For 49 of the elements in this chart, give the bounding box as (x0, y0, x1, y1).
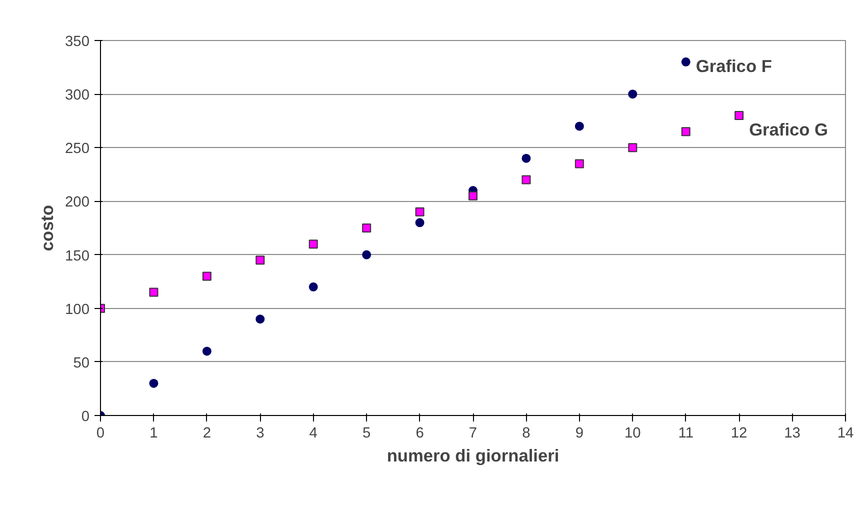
x-tick-label: 4 (309, 426, 318, 442)
point (468, 191, 478, 200)
y-tick-label: 50 (73, 355, 90, 372)
point (202, 272, 212, 281)
x-tick-label: 2 (202, 426, 212, 442)
point (681, 127, 690, 136)
point (574, 159, 584, 168)
y-tick-label: 150 (65, 248, 90, 264)
point (734, 111, 744, 120)
y-tick-label: 200 (65, 194, 90, 211)
point (574, 122, 584, 131)
point (415, 218, 424, 228)
y-tick-label: 300 (65, 88, 90, 104)
point (415, 207, 424, 216)
point (149, 288, 158, 297)
point (308, 282, 318, 292)
x-tick-label: 1 (150, 426, 158, 442)
y-tick-label: 0 (81, 409, 90, 425)
point (256, 256, 265, 265)
x-tick-label: 12 (730, 426, 748, 442)
point (628, 90, 638, 99)
y-tick-label: 350 (65, 34, 90, 50)
point (362, 250, 372, 260)
point (681, 57, 690, 66)
point (522, 154, 531, 163)
point (256, 314, 265, 324)
x-tick-label: 13 (784, 426, 800, 442)
x-tick-label: 5 (362, 426, 371, 442)
x-tick-label: 14 (837, 426, 854, 442)
point (202, 346, 212, 356)
y-tick-label: 250 (65, 141, 90, 158)
point (628, 143, 638, 152)
point (362, 224, 372, 232)
x-tick-label: 7 (468, 426, 478, 442)
y-axis-title: costo (37, 204, 58, 252)
x-axis-title: numero di giornalieri (386, 446, 560, 466)
series-label: Grafico G (749, 120, 828, 140)
x-tick-label: 8 (522, 426, 530, 442)
y-tick-label: 100 (65, 302, 90, 318)
point (522, 175, 531, 184)
x-tick-label: 9 (575, 426, 584, 442)
point (149, 378, 158, 388)
x-tick-label: 6 (416, 426, 424, 442)
point (308, 240, 318, 249)
x-tick-label: 10 (624, 426, 641, 442)
x-tick-label: 3 (256, 426, 264, 442)
x-tick-label: 11 (678, 426, 694, 442)
x-tick-label: 0 (96, 426, 105, 442)
series-label: Grafico F (696, 56, 772, 76)
